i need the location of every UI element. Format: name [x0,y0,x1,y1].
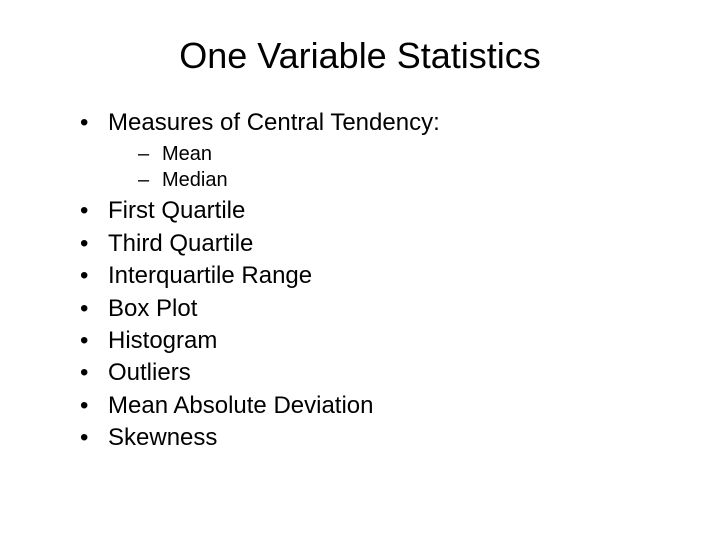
list-item: Interquartile Range [80,260,660,292]
list-item: Mean Absolute Deviation [80,390,660,422]
list-item: First Quartile [80,195,660,227]
list-item: Box Plot [80,293,660,325]
sub-list-item: Mean [138,141,660,167]
list-item: Skewness [80,422,660,454]
main-list: Measures of Central Tendency: Mean Media… [60,107,660,455]
slide-title: One Variable Statistics [60,35,660,77]
list-item: Measures of Central Tendency: Mean Media… [80,107,660,193]
list-item: Histogram [80,325,660,357]
list-item: Outliers [80,357,660,389]
list-item-label: Measures of Central Tendency: [108,109,440,136]
sub-list-item: Median [138,167,660,193]
list-item: Third Quartile [80,228,660,260]
sub-list: Mean Median [108,141,660,193]
